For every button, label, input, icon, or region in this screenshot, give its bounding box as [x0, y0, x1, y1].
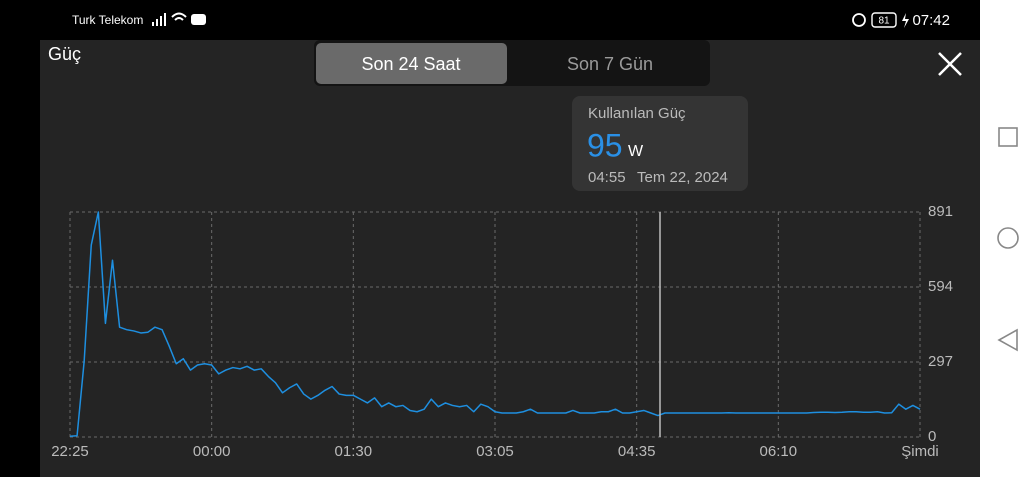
tooltip-value: 95: [587, 127, 623, 163]
tooltip-date: Tem 22, 2024: [637, 169, 728, 186]
signal-icon: [152, 13, 166, 26]
y-tick-label: 297: [928, 353, 953, 370]
x-tick-label: 01:30: [335, 443, 373, 460]
battery-level: 81: [878, 16, 890, 27]
battery-icon: [871, 12, 897, 28]
charging-icon: [902, 13, 909, 28]
alarm-icon: [852, 13, 866, 27]
carrier: Turk Telekom: [72, 13, 143, 27]
plot: 0 297 594 891 22:25 00:00 01:30 03:05 04:35 06:10…: [51, 203, 953, 460]
tooltip-time: 04:55: [588, 169, 626, 186]
nav-bar: [980, 0, 1035, 477]
clock: 07:42: [912, 12, 950, 29]
y-tick-label: 891: [928, 203, 953, 220]
tooltip-unit: W: [628, 143, 644, 160]
x-tick-label: Şimdi: [901, 443, 939, 460]
tooltip: [572, 96, 748, 191]
x-tick-label: 06:10: [760, 443, 798, 460]
tab-label[interactable]: Son 7 Gün: [567, 54, 653, 74]
wifi-icon: [171, 12, 187, 21]
tab-selected[interactable]: [316, 43, 507, 84]
close-button[interactable]: [938, 52, 962, 76]
tab-label[interactable]: Son 24 Saat: [361, 54, 460, 74]
recent-apps-button[interactable]: [998, 127, 1018, 147]
panel: [40, 40, 980, 477]
youtube-icon: [191, 14, 206, 25]
home-button[interactable]: [997, 227, 1019, 249]
x-tick-label: 04:35: [618, 443, 656, 460]
tooltip-label: Kullanılan Güç: [588, 105, 686, 122]
panel-title: Güç: [48, 44, 81, 64]
x-tick-label: 03:05: [476, 443, 514, 460]
power-line: [69, 211, 921, 437]
x-tick-label: 22:25: [51, 443, 89, 460]
y-tick-label: 594: [928, 278, 953, 295]
y-tick-label: 0: [928, 428, 936, 445]
x-tick-label: 00:00: [193, 443, 231, 460]
back-button[interactable]: [997, 328, 1018, 352]
